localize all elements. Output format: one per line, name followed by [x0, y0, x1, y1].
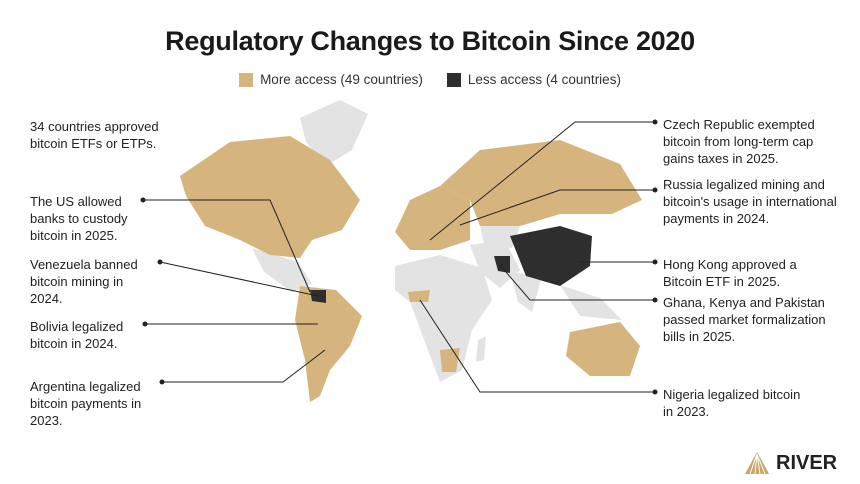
central-asia [480, 226, 520, 248]
africa [395, 255, 492, 382]
russia [440, 140, 642, 226]
legend-label: More access (49 countries) [260, 72, 423, 87]
note-russia: Russia legalized mining and bitcoin's us… [663, 177, 837, 226]
north-america [180, 136, 360, 258]
river-logo-text: RIVER [776, 451, 838, 474]
leader-dots [140, 119, 658, 395]
less-access-countries [310, 226, 592, 303]
note-etfs: 34 countries approved bitcoin ETFs or ET… [30, 119, 159, 151]
south-america [295, 286, 362, 402]
no-change-countries [252, 100, 622, 382]
legend: More access (49 countries) Less access (… [0, 72, 860, 87]
more-access-countries [180, 136, 642, 402]
greenland [300, 100, 368, 166]
page-title: Regulatory Changes to Bitcoin Since 2020 [165, 26, 695, 56]
china [510, 226, 592, 286]
europe [395, 186, 470, 250]
more-access-swatch [239, 72, 254, 87]
note-bolivia: Bolivia legalized bitcoin in 2024. [30, 319, 124, 351]
middle-east [470, 240, 520, 288]
river-logo: RIVER [744, 451, 837, 475]
central-america [252, 248, 312, 292]
pakistan [494, 256, 510, 273]
australia [566, 322, 640, 376]
less-access-swatch [446, 72, 461, 87]
legend-label: Less access (4 countries) [467, 72, 621, 87]
note-czech: Czech Republic exempted bitcoin from lon… [663, 117, 815, 166]
leader-lines [143, 121, 655, 393]
madagascar [476, 336, 486, 362]
note-ghana-kenya-pakistan: Ghana, Kenya and Pakistan passed market … [663, 295, 826, 344]
note-us: The US allowed banks to custody bitcoin … [30, 194, 128, 243]
note-venezuela: Venezuela banned bitcoin mining in 2024. [30, 257, 138, 306]
india [510, 272, 542, 312]
southeast-asia [560, 285, 622, 320]
note-hong-kong: Hong Kong approved a Bitcoin ETF in 2025… [663, 257, 797, 289]
legend-item-more-access: More access (49 countries) [239, 72, 423, 87]
west-africa [408, 290, 430, 302]
note-nigeria: Nigeria legalized bitcoin in 2023. [663, 387, 801, 419]
venezuela [310, 290, 326, 303]
note-argentina: Argentina legalized bitcoin payments in … [30, 379, 142, 428]
river-logo-icon [745, 452, 769, 475]
legend-item-less-access: Less access (4 countries) [446, 72, 621, 87]
